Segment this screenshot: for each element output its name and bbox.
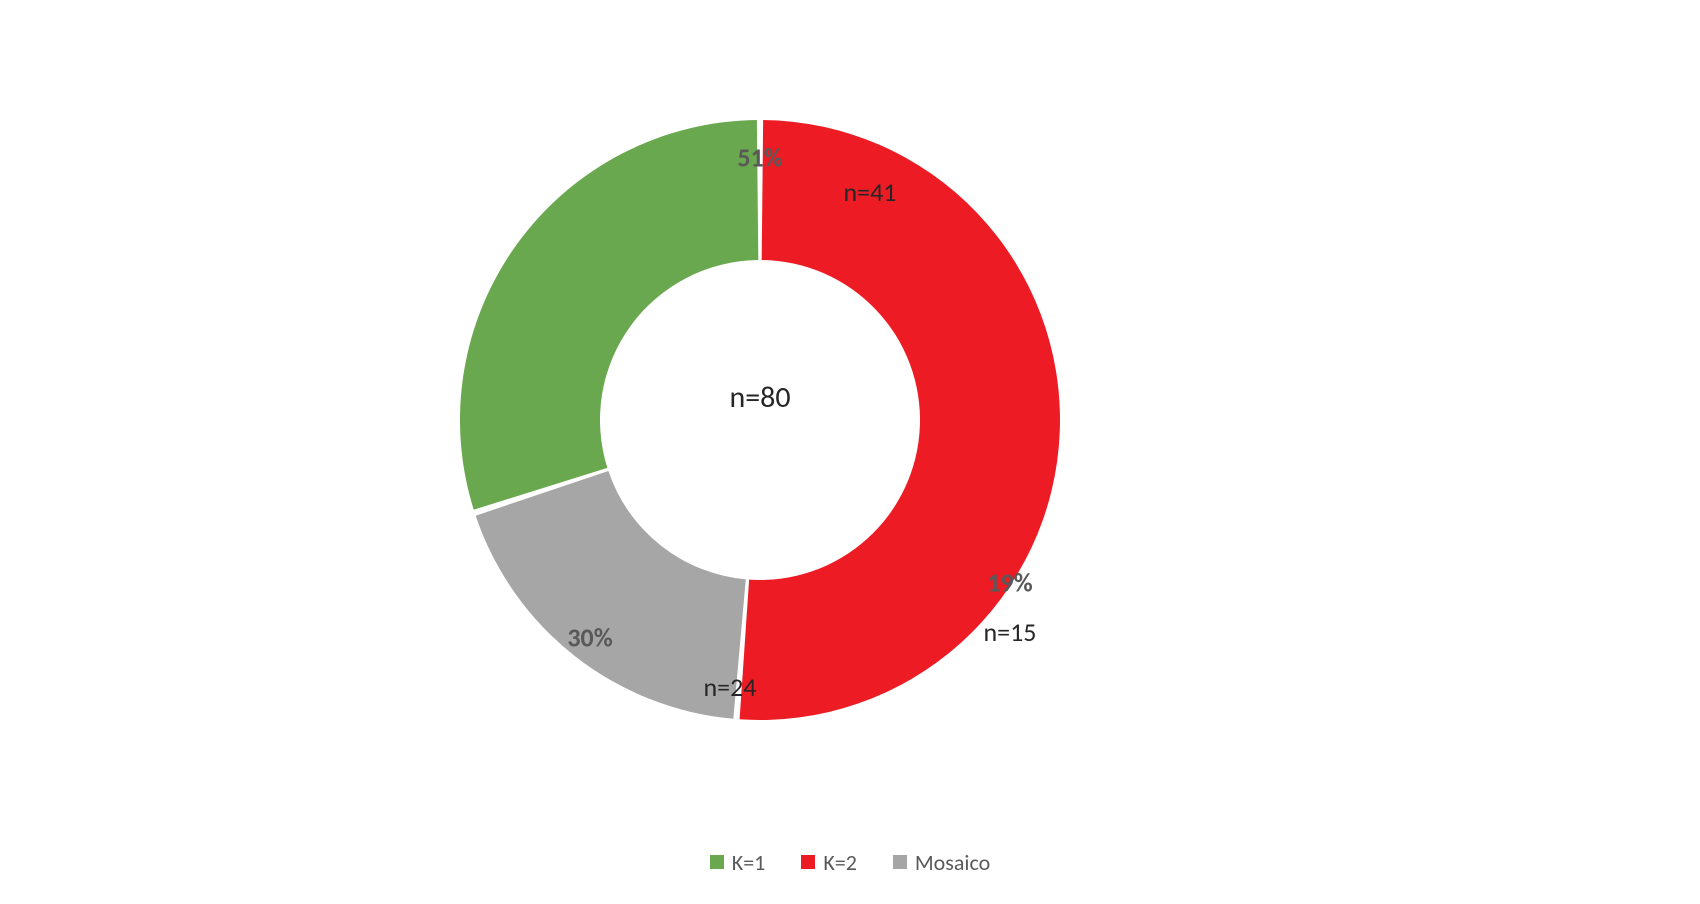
legend-swatch-k2 bbox=[801, 855, 815, 869]
legend-item-k1: K=1 bbox=[710, 849, 766, 876]
chart-legend: K=1 K=2 Mosaico bbox=[0, 848, 1700, 876]
donut-chart-svg: 51% n=41 19% n=15 30% n=24 n=80 bbox=[0, 0, 1700, 904]
legend-item-mosaico: Mosaico bbox=[893, 849, 990, 876]
slice-mosaico-n: n=15 bbox=[984, 616, 1037, 648]
legend-item-k2: K=2 bbox=[801, 849, 857, 876]
slice-k1-n: n=24 bbox=[704, 671, 757, 703]
slice-k1-percent: 30% bbox=[567, 621, 612, 653]
slice-k2-n: n=41 bbox=[844, 176, 897, 208]
legend-swatch-mosaico bbox=[893, 855, 907, 869]
legend-label-mosaico: Mosaico bbox=[915, 849, 990, 876]
center-total-label: n=80 bbox=[729, 379, 790, 416]
slice-k2-percent: 51% bbox=[737, 141, 782, 173]
legend-label-k2: K=2 bbox=[823, 849, 857, 876]
legend-swatch-k1 bbox=[710, 855, 724, 869]
legend-label-k1: K=1 bbox=[732, 849, 766, 876]
donut-chart-container: 51% n=41 19% n=15 30% n=24 n=80 K=1 K=2 Mosaico bbox=[0, 0, 1700, 904]
slice-mosaico-percent: 19% bbox=[987, 566, 1032, 598]
